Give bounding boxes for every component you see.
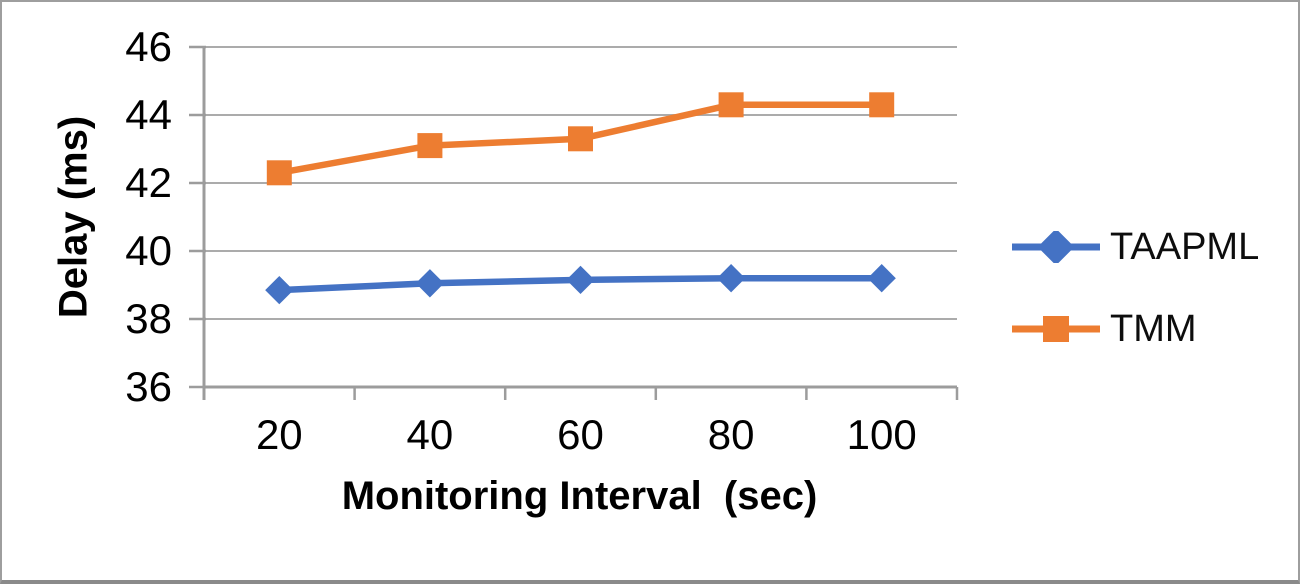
svg-text:100: 100 xyxy=(847,411,917,458)
svg-text:38: 38 xyxy=(125,295,172,342)
legend-item-tmm: TMM xyxy=(1010,310,1259,348)
svg-text:42: 42 xyxy=(125,159,172,206)
legend-item-taapml: TAAPML xyxy=(1010,228,1259,266)
svg-text:20: 20 xyxy=(256,411,303,458)
taapml-line-diamond-icon xyxy=(1012,231,1100,263)
svg-text:80: 80 xyxy=(708,411,755,458)
svg-text:40: 40 xyxy=(407,411,454,458)
legend-label-tmm: TMM xyxy=(1110,308,1197,350)
svg-text:44: 44 xyxy=(125,91,172,138)
tmm-line-square-icon xyxy=(1012,316,1100,342)
y-axis-title: Delay (ms) xyxy=(51,115,96,319)
legend-label-taapml: TAAPML xyxy=(1110,226,1260,268)
svg-text:36: 36 xyxy=(125,363,172,410)
x-axis-title: Monitoring Interval (sec) xyxy=(341,474,818,518)
svg-text:46: 46 xyxy=(125,23,172,70)
svg-text:60: 60 xyxy=(557,411,604,458)
legend: TAAPML TMM xyxy=(1010,228,1259,348)
svg-text:40: 40 xyxy=(125,227,172,274)
